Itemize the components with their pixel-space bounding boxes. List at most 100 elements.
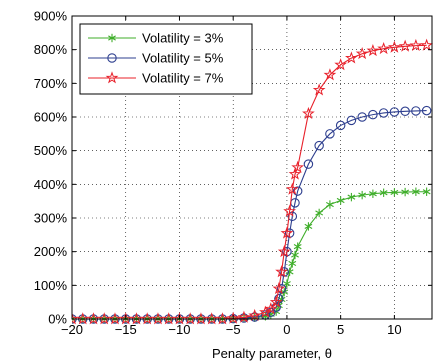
y-tick-label: 0% [48, 312, 67, 327]
data-point [280, 226, 294, 239]
data-point [119, 312, 133, 325]
data-point [390, 188, 399, 197]
data-point [249, 312, 260, 322]
data-point [304, 222, 313, 231]
data-point [248, 308, 262, 322]
x-tick-label: 10 [387, 322, 401, 337]
series-2 [72, 105, 432, 324]
data-point [377, 41, 391, 55]
data-point [421, 105, 432, 116]
data-point [315, 208, 324, 218]
data-point [140, 312, 154, 325]
legend-item: Volatility = 3% [88, 31, 224, 46]
x-tick-label: −10 [168, 322, 190, 337]
data-point [366, 43, 380, 57]
data-point [292, 186, 303, 196]
data-point [388, 40, 401, 53]
y-tick-label: 200% [34, 244, 68, 259]
data-point [336, 196, 345, 205]
y-tick-label: 100% [34, 278, 68, 293]
series-1 [72, 187, 431, 324]
data-point [183, 312, 197, 325]
data-point [401, 187, 410, 197]
data-point [205, 312, 219, 325]
data-point [358, 190, 367, 200]
legend-marker [107, 53, 117, 63]
data-point [291, 160, 305, 173]
data-point [130, 312, 143, 325]
data-point [347, 192, 356, 202]
data-point [411, 106, 421, 116]
x-tick-label: −5 [226, 322, 241, 337]
plot-frame [71, 15, 433, 320]
data-point [409, 38, 423, 52]
data-point [285, 267, 294, 277]
data-point [357, 112, 367, 122]
data-point [378, 108, 389, 118]
data-point [345, 51, 358, 64]
data-point [283, 204, 296, 217]
data-point [277, 244, 291, 258]
legend: Volatility = 3% Volatility = 5% Volatility… [79, 23, 253, 95]
data-point [355, 47, 369, 60]
legend-marker [108, 33, 116, 43]
data-point [303, 159, 314, 169]
y-tick-label: 800% [34, 42, 68, 57]
data-point [288, 167, 302, 180]
data-point [283, 279, 291, 288]
data-point [389, 107, 400, 117]
data-point [76, 312, 90, 325]
x-tick-label: 5 [337, 322, 344, 337]
data-point [334, 58, 348, 71]
data-point [287, 211, 298, 222]
x-axis-title: Penalty parameter, θ [212, 346, 332, 361]
data-point [162, 312, 176, 325]
data-point [411, 187, 420, 196]
y-tick-label: 400% [34, 177, 68, 192]
data-point [291, 250, 299, 260]
data-point [379, 188, 388, 197]
legend-label: Volatility = 5% [142, 51, 224, 66]
ticks [71, 15, 432, 320]
data-point [288, 259, 297, 268]
data-point [173, 312, 186, 325]
data-point [368, 109, 378, 120]
y-tick-label: 700% [34, 76, 68, 91]
y-tick-label: 500% [34, 143, 68, 158]
data-point [269, 295, 283, 308]
data-point [398, 39, 412, 52]
data-point [420, 38, 433, 51]
series-line [72, 110, 427, 320]
data-point [259, 305, 272, 318]
legend-marker [105, 71, 119, 84]
data-point [335, 120, 346, 131]
data-point [216, 312, 229, 325]
data-point [314, 140, 324, 151]
legend-item: Volatility = 5% [88, 51, 224, 66]
data-point [400, 106, 410, 117]
data-point [422, 187, 431, 196]
data-point [87, 312, 100, 325]
data-point [72, 312, 79, 325]
data-point [323, 68, 337, 81]
data-point [264, 302, 278, 315]
legend-label: Volatility = 7% [142, 71, 224, 86]
data-point [346, 115, 357, 126]
y-tick-label: 600% [34, 110, 68, 125]
y-tick-label: 300% [34, 211, 68, 226]
tick-labels: −20 −15 −10 −5 0 5 100%100%200%300%400%500%600… [34, 9, 402, 338]
data-point [285, 182, 299, 195]
data-point [151, 312, 165, 325]
data-point [272, 281, 286, 295]
data-point [274, 294, 284, 304]
data-point [302, 106, 315, 120]
data-point [275, 265, 288, 278]
legend-item: Volatility = 7% [88, 71, 224, 86]
data-point [325, 129, 335, 139]
data-point [368, 189, 377, 198]
x-tick-label: 0 [283, 322, 290, 337]
data-point [293, 242, 302, 251]
y-tick-label: 900% [34, 9, 68, 24]
legend-label: Volatility = 3% [142, 31, 224, 46]
